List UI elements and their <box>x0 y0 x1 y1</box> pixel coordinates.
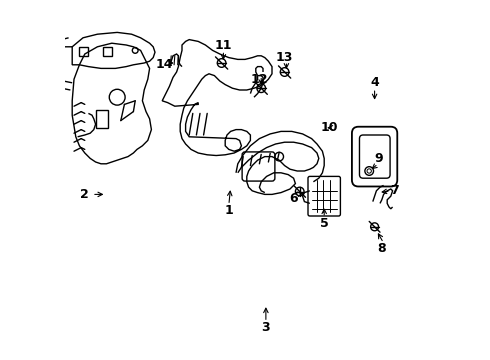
Text: 9: 9 <box>374 152 383 165</box>
Text: 5: 5 <box>320 217 329 230</box>
Text: 10: 10 <box>321 121 339 134</box>
Text: 1: 1 <box>224 204 233 217</box>
Text: 2: 2 <box>80 188 89 201</box>
Text: 12: 12 <box>251 73 268 86</box>
Text: 8: 8 <box>377 242 386 255</box>
Text: 4: 4 <box>370 76 379 89</box>
Text: 6: 6 <box>289 192 298 204</box>
Text: 3: 3 <box>262 321 270 334</box>
Text: 11: 11 <box>215 39 232 51</box>
Text: 14: 14 <box>155 58 173 71</box>
Text: 7: 7 <box>390 184 399 197</box>
Text: 13: 13 <box>276 51 294 64</box>
